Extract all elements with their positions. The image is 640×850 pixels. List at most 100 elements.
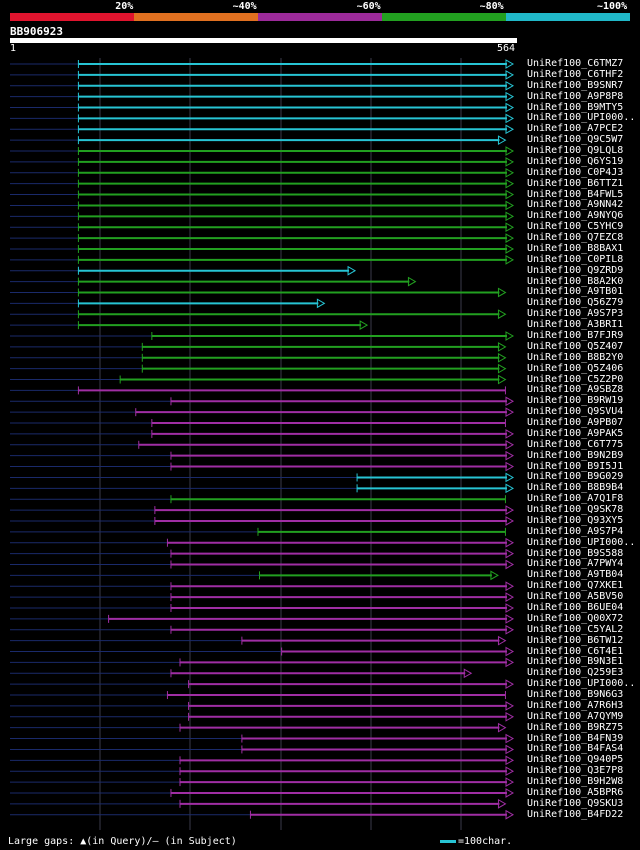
hit-arrow [505, 59, 515, 69]
hit-label[interactable]: UniRef100_Q7XKE1 [527, 580, 624, 592]
hit-arrow [505, 483, 515, 494]
query-end: 564 [497, 43, 516, 54]
hit-arrow [359, 320, 369, 330]
hit-arrow [505, 733, 515, 744]
hit-label[interactable]: UniRef100_A7QYM9 [527, 710, 624, 722]
hit-label[interactable]: UniRef100_C5YHC9 [527, 221, 624, 233]
hit-label[interactable]: UniRef100_A9PB07 [527, 417, 624, 429]
hit-label[interactable]: UniRef100_C6THF2 [527, 68, 624, 80]
hit-label[interactable]: UniRef100_B4FWL5 [527, 188, 624, 200]
query-id: BB906923 [10, 25, 63, 38]
hit-label[interactable]: UniRef100_B6TTZ1 [527, 177, 624, 189]
hit-label[interactable]: UniRef100_A7PCE2 [527, 123, 624, 135]
hit-label[interactable]: UniRef100_B8B9B4 [527, 482, 624, 494]
hit-arrow [505, 624, 515, 635]
query-start: 1 [10, 43, 17, 54]
hit-label[interactable]: UniRef100_Q5Z407 [527, 340, 624, 352]
hit-label[interactable]: UniRef100_A9NYQ6 [527, 210, 624, 222]
hit-arrow [505, 603, 515, 613]
hit-arrow [505, 559, 515, 570]
hit-label[interactable]: UniRef100_Q56Z79 [527, 297, 624, 309]
hit-label[interactable]: UniRef100_Q9C5W7 [527, 134, 624, 146]
hit-arrow [505, 744, 515, 755]
hit-label[interactable]: UniRef100_A3BRI1 [527, 319, 624, 331]
hit-arrow [505, 711, 515, 722]
hit-label[interactable]: UniRef100_Q9SK78 [527, 504, 624, 516]
hit-label[interactable]: UniRef100_B9G029 [527, 471, 624, 483]
hit-label[interactable]: UniRef100_C5Z2P0 [527, 373, 624, 385]
hit-label[interactable]: UniRef100_A5BPR6 [527, 786, 624, 798]
hit-arrow [505, 124, 515, 135]
hit-label[interactable]: UniRef100_A9SBZ8 [527, 384, 624, 396]
hit-label[interactable]: UniRef100_B9N3E1 [527, 656, 624, 668]
scale-text: =100char. [458, 836, 513, 847]
hit-label[interactable]: UniRef100_A9TB01 [527, 286, 624, 298]
hit-label[interactable]: UniRef100_Q9SKU3 [527, 797, 624, 809]
hit-label[interactable]: UniRef100_B8A2K0 [527, 275, 624, 287]
hit-label[interactable]: UniRef100_UPI000.. [527, 678, 636, 690]
hit-label[interactable]: UniRef100_Q93XY5 [527, 514, 624, 526]
hit-arrow [497, 363, 507, 374]
hit-label[interactable]: UniRef100_A7R6H3 [527, 699, 624, 711]
hit-label[interactable]: UniRef100_A9TB04 [527, 569, 624, 581]
hit-label[interactable]: UniRef100_B4FAS4 [527, 743, 624, 755]
hit-arrow [316, 298, 326, 309]
hit-label[interactable]: UniRef100_C5YAL2 [527, 623, 624, 635]
hit-label[interactable]: UniRef100_A9S7P4 [527, 525, 624, 537]
hit-label[interactable]: UniRef100_Q940P5 [527, 754, 624, 766]
hit-label[interactable]: UniRef100_C6T4E1 [527, 645, 624, 657]
hit-arrow [497, 635, 507, 646]
hit-arrow [505, 189, 515, 200]
hit-label[interactable]: UniRef100_Q9LQL8 [527, 145, 624, 157]
hit-label[interactable]: UniRef100_Q3E7P8 [527, 765, 624, 777]
hit-label[interactable]: UniRef100_Q9SVU4 [527, 406, 624, 418]
hit-label[interactable]: UniRef100_Q6YS19 [527, 155, 624, 167]
hit-label[interactable]: UniRef100_B9H2W8 [527, 776, 624, 788]
hit-arrow [505, 516, 515, 526]
hit-arrow [497, 722, 507, 733]
hit-label[interactable]: UniRef100_B8BAX1 [527, 242, 624, 254]
hit-label[interactable]: UniRef100_B9N2B9 [527, 449, 624, 461]
hit-arrow [497, 342, 507, 352]
hit-label[interactable]: UniRef100_A9NN42 [527, 199, 624, 211]
hit-arrow [505, 657, 515, 668]
hit-arrow [505, 679, 515, 690]
hit-label[interactable]: UniRef100_A7PWY4 [527, 558, 624, 570]
hit-label[interactable]: UniRef100_B9S588 [527, 547, 624, 559]
hit-label[interactable]: UniRef100_C0PIL8 [527, 253, 624, 265]
hit-label[interactable]: UniRef100_C0P4J3 [527, 166, 624, 178]
hit-label[interactable]: UniRef100_A7Q1F8 [527, 493, 624, 505]
hit-label[interactable]: UniRef100_C6TMZ7 [527, 58, 624, 69]
hit-label[interactable]: UniRef100_B9RZ75 [527, 721, 624, 733]
hit-label[interactable]: UniRef100_B4FD22 [527, 808, 624, 820]
hit-label[interactable]: UniRef100_B6TW12 [527, 634, 624, 646]
hit-label[interactable]: UniRef100_A5BV50 [527, 591, 624, 603]
hit-label[interactable]: UniRef100_B7FJR9 [527, 330, 624, 341]
legend-swatch [506, 13, 630, 21]
hit-label[interactable]: UniRef100_B9SNR7 [527, 79, 624, 91]
hit-label[interactable]: UniRef100_Q5Z406 [527, 362, 624, 374]
hit-label[interactable]: UniRef100_B9MTY5 [527, 101, 624, 113]
hit-arrow [505, 809, 515, 820]
hit-label[interactable]: UniRef100_B8B2Y0 [527, 351, 624, 363]
hit-label[interactable]: UniRef100_B6UE04 [527, 602, 624, 613]
hit-label[interactable]: UniRef100_B4FN39 [527, 732, 624, 744]
hit-label[interactable]: UniRef100_A9S7P3 [527, 308, 624, 320]
hit-label[interactable]: UniRef100_UPI000.. [527, 536, 636, 548]
hit-label[interactable]: UniRef100_B9RW19 [527, 395, 624, 407]
hit-label[interactable]: UniRef100_A9P8P8 [527, 90, 624, 102]
hit-label[interactable]: UniRef100_Q7EZC8 [527, 232, 624, 244]
hit-label[interactable]: UniRef100_C6T775 [527, 438, 624, 450]
hit-arrow [505, 701, 515, 711]
hit-arrow [490, 570, 499, 581]
hit-label[interactable]: UniRef100_Q9ZRD9 [527, 264, 624, 276]
legend-swatch [258, 13, 382, 21]
hit-arrow [505, 755, 515, 766]
hit-label[interactable]: UniRef100_A9PAK5 [527, 427, 624, 439]
hit-label[interactable]: UniRef100_Q00X72 [527, 612, 624, 624]
hit-label[interactable]: UniRef100_Q259E3 [527, 667, 624, 679]
hit-label[interactable]: UniRef100_B9N6G3 [527, 689, 624, 701]
hit-label[interactable]: UniRef100_B9I5J1 [527, 460, 624, 472]
hit-arrow [505, 200, 515, 211]
hit-label[interactable]: UniRef100_UPI000.. [527, 112, 636, 124]
